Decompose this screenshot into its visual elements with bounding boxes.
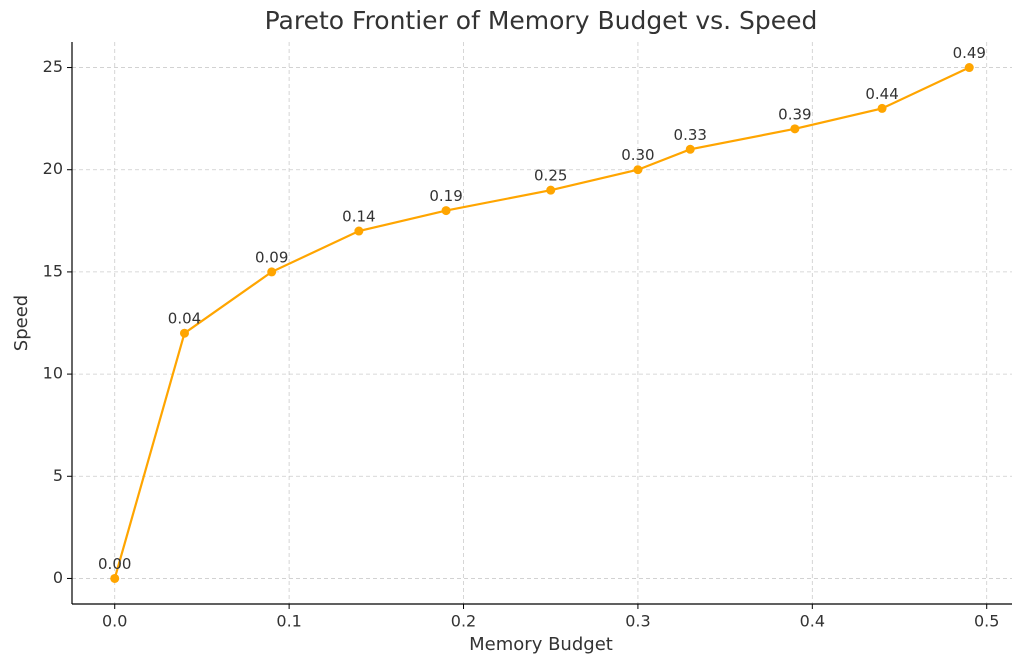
x-tick-label: 0.0 (102, 612, 127, 631)
data-label: 0.30 (621, 146, 654, 164)
data-label: 0.14 (342, 208, 375, 226)
x-tick-label: 0.2 (451, 612, 476, 631)
y-axis-label: Speed (11, 295, 32, 351)
data-point (633, 165, 643, 175)
data-point (964, 63, 974, 73)
y-tick-label: 15 (43, 261, 63, 280)
data-point (790, 124, 800, 134)
data-point (110, 573, 120, 583)
data-point (546, 185, 556, 195)
x-axis-label: Memory Budget (469, 634, 613, 655)
y-tick-label: 25 (43, 57, 63, 76)
data-point (354, 226, 364, 236)
data-label: 0.39 (778, 105, 811, 123)
data-point (685, 144, 695, 154)
y-tick-label: 5 (53, 466, 63, 485)
data-label: 0.04 (168, 310, 201, 328)
data-label: 0.25 (534, 167, 567, 185)
data-label: 0.33 (674, 126, 707, 144)
data-point (179, 328, 189, 338)
y-tick-label: 10 (43, 364, 63, 383)
x-tick-label: 0.3 (625, 612, 650, 631)
y-tick-label: 20 (43, 159, 63, 178)
data-point (441, 206, 451, 216)
data-label: 0.09 (255, 248, 288, 266)
x-tick-label: 0.5 (974, 612, 999, 631)
chart-title: Pareto Frontier of Memory Budget vs. Spe… (265, 6, 818, 35)
data-point (267, 267, 277, 277)
data-point (877, 103, 887, 113)
y-tick-label: 0 (53, 568, 63, 587)
data-label: 0.49 (953, 44, 986, 62)
x-tick-label: 0.1 (276, 612, 301, 631)
data-label: 0.44 (865, 85, 898, 103)
data-label: 0.00 (98, 555, 131, 573)
x-tick-label: 0.4 (800, 612, 825, 631)
series-line (113, 66, 970, 579)
data-label: 0.19 (429, 187, 462, 205)
